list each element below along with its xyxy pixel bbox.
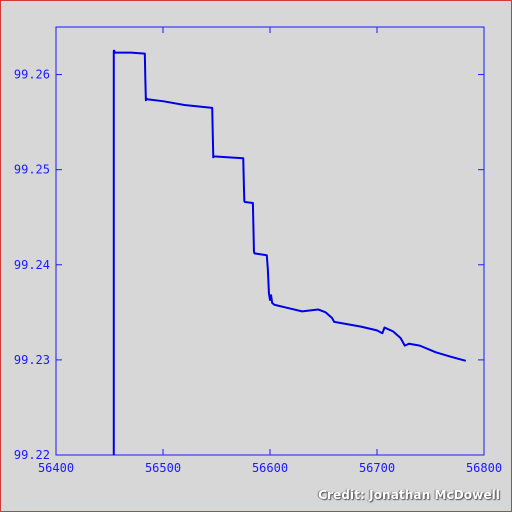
- y-tick-label: 99.23: [14, 353, 50, 367]
- y-tick-label: 99.25: [14, 163, 50, 177]
- x-tick-label: 56800: [466, 461, 502, 475]
- credit-text: Credit: Jonathan McDowell: [318, 488, 500, 502]
- plot-area: [55, 26, 485, 456]
- y-tick-label: 99.22: [14, 448, 50, 462]
- x-axis: 56400 56500 56600 56700 56800: [38, 27, 502, 475]
- x-tick-label: 56700: [359, 461, 395, 475]
- x-tick-label: 56500: [145, 461, 181, 475]
- y-tick-label: 99.24: [14, 258, 50, 272]
- y-tick-label: 99.26: [14, 68, 50, 82]
- series-layer: [112, 49, 467, 455]
- x-tick-label: 56400: [38, 461, 74, 475]
- series-line: [112, 49, 467, 455]
- y-axis: 99.22 99.23 99.24 99.25 99.26: [14, 68, 484, 462]
- x-tick-label: 56600: [252, 461, 288, 475]
